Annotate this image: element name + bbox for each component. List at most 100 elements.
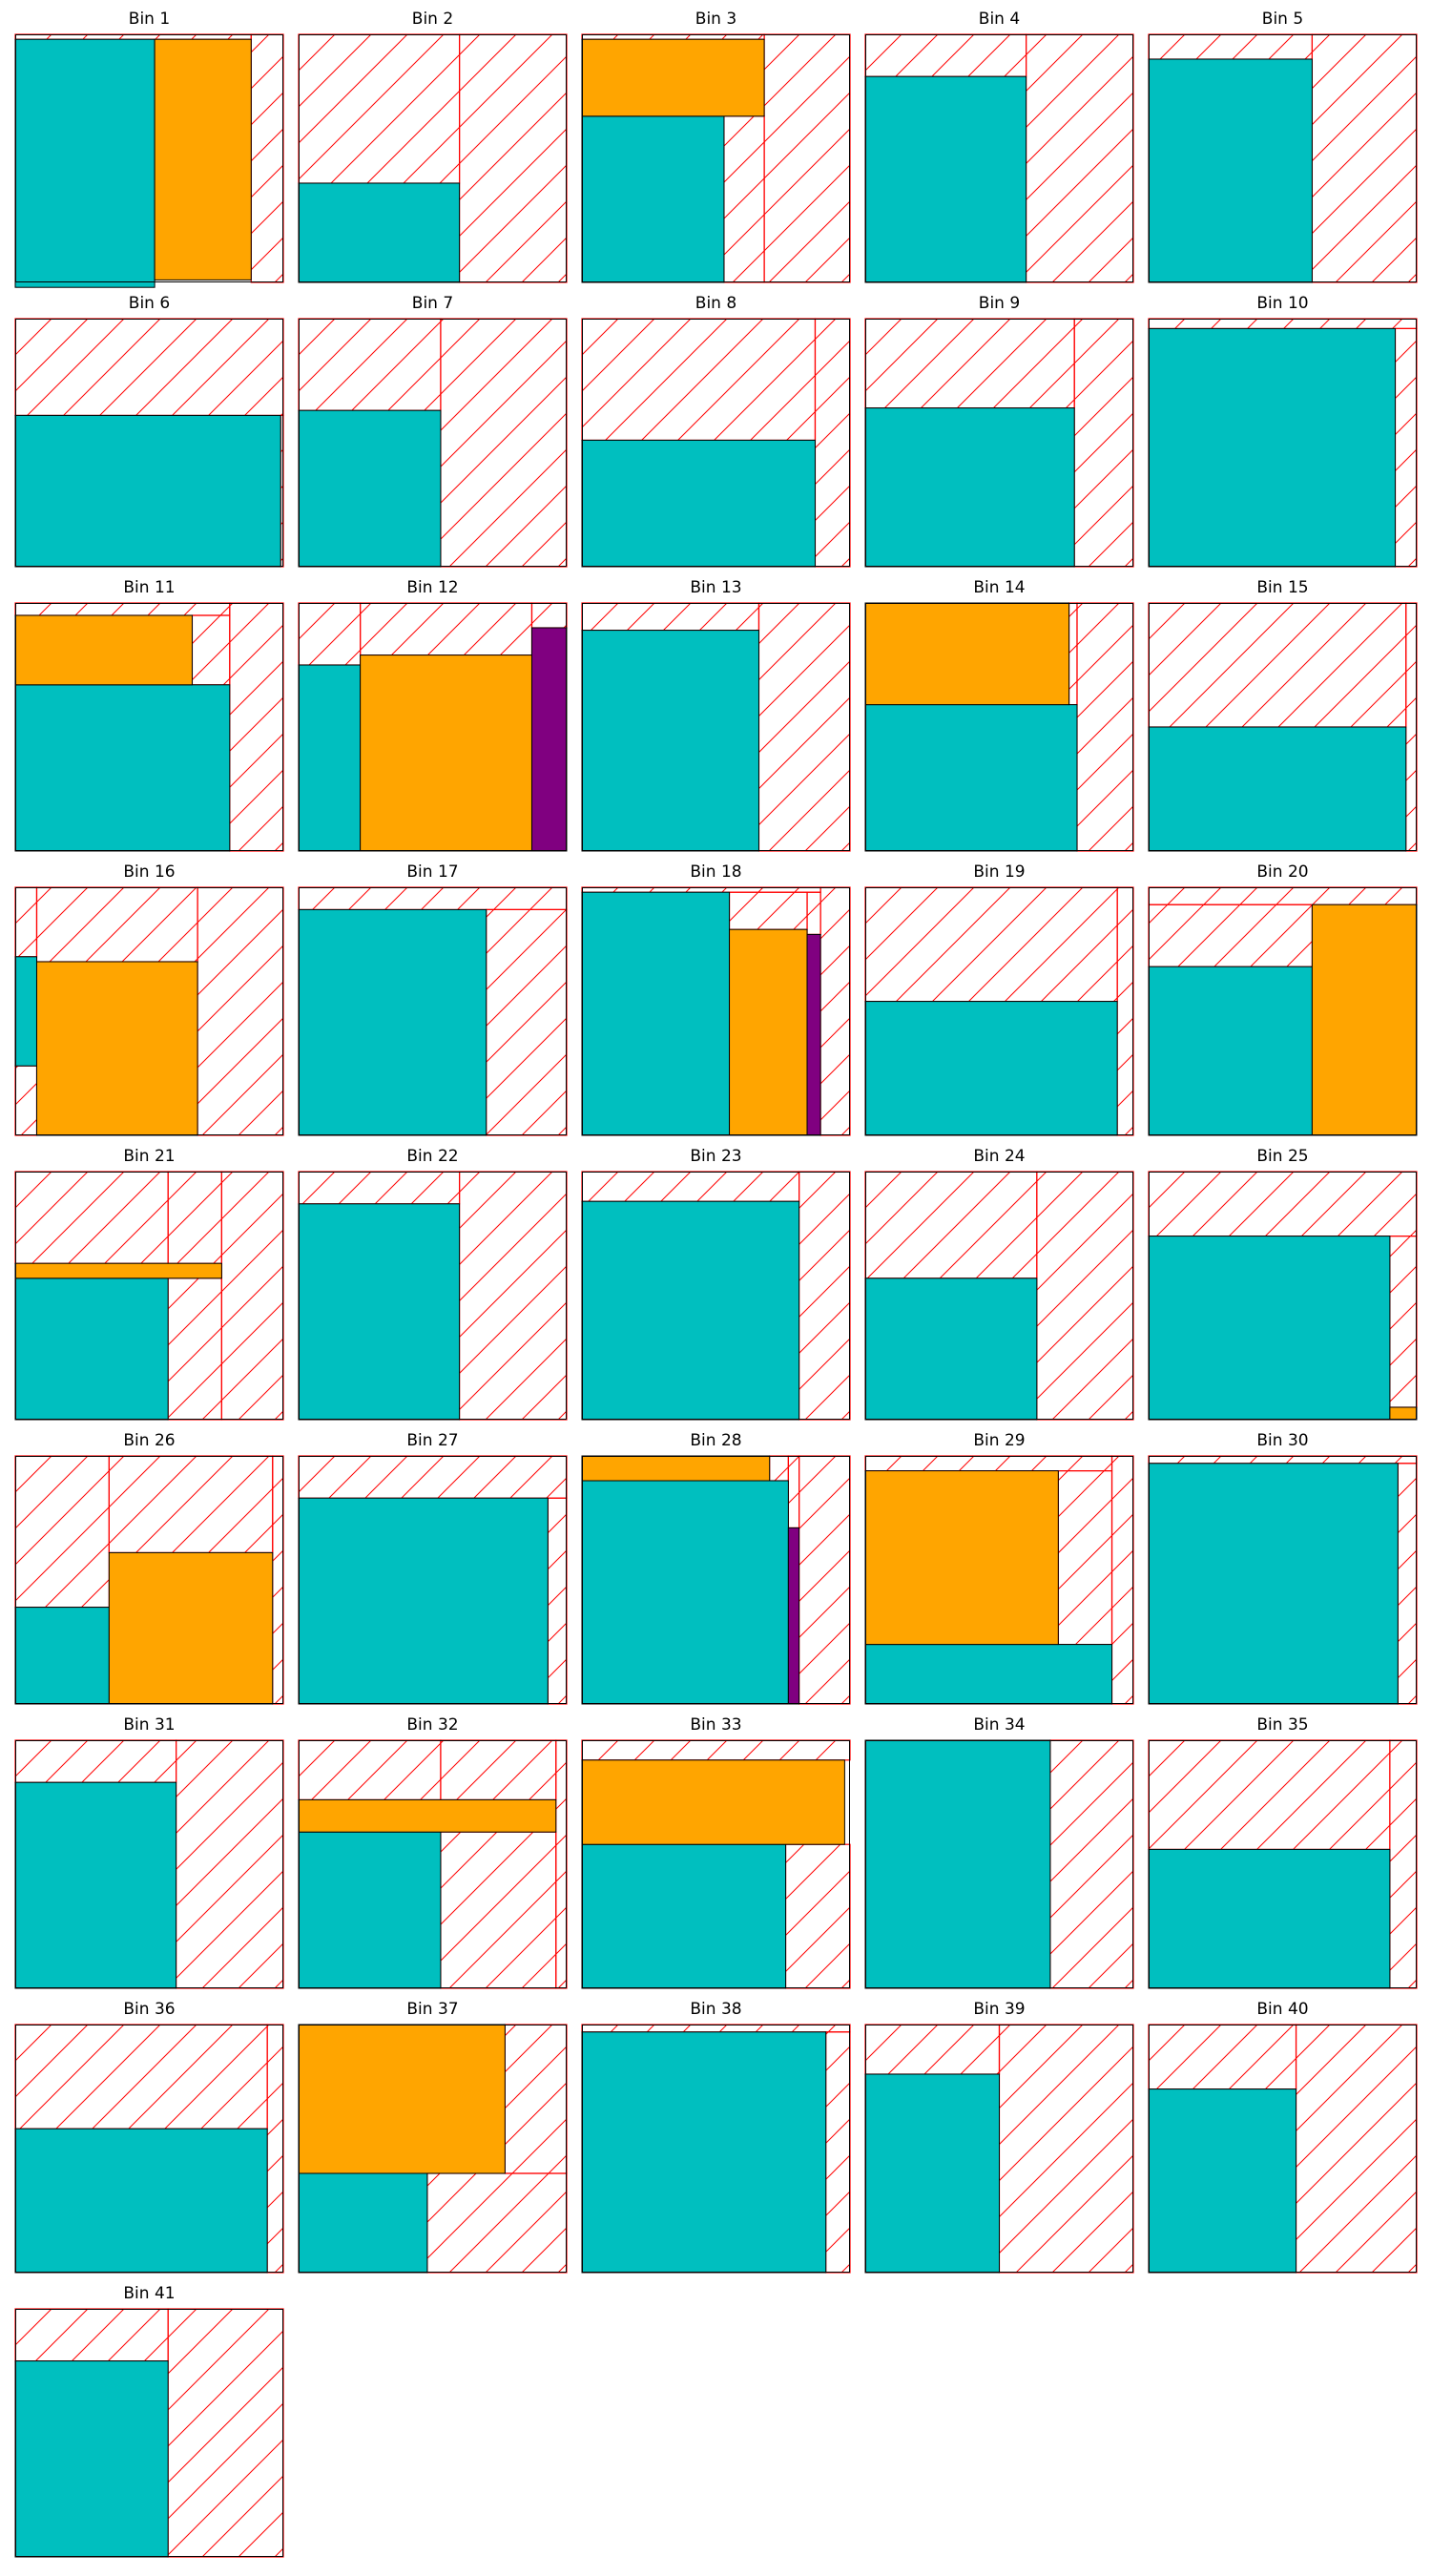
free-space-region <box>864 1455 1113 1472</box>
bin-border <box>582 603 850 851</box>
bin-title: Bin 35 <box>1256 1715 1309 1735</box>
free-space-region <box>1116 886 1134 1136</box>
free-space-region <box>581 602 760 632</box>
bin-border <box>15 603 283 851</box>
bin-title: Bin 27 <box>406 1431 459 1450</box>
free-space-region <box>1073 318 1134 568</box>
bin-border <box>865 603 1133 851</box>
bin-panel <box>14 886 284 1136</box>
free-space-region <box>1068 602 1078 706</box>
bin-panel <box>864 33 1134 283</box>
packed-item-orange <box>581 38 765 117</box>
free-space-region <box>272 1455 284 1705</box>
free-space-region <box>581 1739 851 1761</box>
free-space-region <box>1148 2024 1297 2090</box>
packed-item-cyan <box>1148 1463 1399 1705</box>
free-space-region <box>530 602 568 629</box>
bin-border <box>299 2025 567 2273</box>
packed-item-cyan <box>1148 327 1397 568</box>
packed-item-cyan <box>14 414 281 568</box>
bin-panel <box>298 886 568 1136</box>
free-space-region <box>1148 886 1418 905</box>
free-space-region <box>298 602 362 666</box>
bin-panel <box>581 1171 851 1421</box>
free-space-region <box>1148 318 1418 329</box>
packed-item-orange <box>108 1551 274 1705</box>
free-space-region <box>825 2031 851 2274</box>
free-space-region <box>360 602 533 656</box>
free-space-region <box>814 318 851 568</box>
bin-panel <box>14 602 284 852</box>
bin-title: Bin 34 <box>973 1715 1026 1735</box>
bin-border <box>1149 34 1417 282</box>
free-space-region <box>14 1739 177 1783</box>
free-space-region <box>14 1171 169 1264</box>
bin-title: Bin 28 <box>690 1431 742 1450</box>
bin-panel <box>581 2024 851 2274</box>
packed-item-cyan <box>14 1607 110 1705</box>
packed-item-cyan <box>298 182 461 283</box>
bin-border <box>15 34 283 282</box>
packed-item-cyan <box>1148 966 1313 1136</box>
bin-title: Bin 37 <box>406 2000 459 2019</box>
bin-panel <box>581 886 851 1136</box>
free-space-region <box>1148 1171 1418 1237</box>
free-space-region <box>798 1171 851 1421</box>
free-space-region <box>787 1455 800 1529</box>
free-space-region <box>14 2308 169 2362</box>
free-space-region <box>581 1171 800 1202</box>
bin-border <box>1149 1740 1417 1988</box>
packed-item-purple <box>530 627 568 852</box>
bin-title: Bin 41 <box>123 2284 176 2303</box>
bin-title: Bin 5 <box>1261 10 1304 29</box>
packed-item-cyan <box>864 2073 1000 2274</box>
free-space-region <box>1026 33 1134 283</box>
bin-panel <box>1148 886 1418 1136</box>
bin-panel <box>1148 1739 1418 1989</box>
free-space-region <box>547 1497 568 1705</box>
packed-item-cyan <box>14 2360 169 2558</box>
free-space-region <box>298 1171 461 1205</box>
packed-item-cyan <box>1148 1236 1391 1421</box>
bin-border <box>299 887 567 1135</box>
packed-item-cyan <box>864 1278 1038 1421</box>
bin-border <box>15 1740 283 1988</box>
bin-panel <box>864 1171 1134 1421</box>
free-space-region <box>1148 602 1407 728</box>
bin-panel <box>14 1455 284 1705</box>
bin-border <box>1149 603 1417 851</box>
bin-title: Bin 9 <box>978 294 1021 313</box>
free-space-region <box>440 1831 557 1989</box>
packed-item-orange <box>14 1262 222 1279</box>
free-space-region <box>459 33 568 283</box>
free-space-region <box>426 2172 568 2274</box>
free-space-region <box>1110 1455 1134 1705</box>
bin-border <box>15 887 283 1135</box>
packed-item-cyan <box>14 684 231 852</box>
free-space-region <box>864 1171 1038 1279</box>
packed-item-cyan <box>298 664 362 852</box>
bin-panel <box>298 1739 568 1989</box>
bin-border <box>1149 2025 1417 2273</box>
bin-panel <box>1148 1455 1418 1705</box>
bin-border <box>1149 887 1417 1135</box>
packed-item-orange <box>298 1798 557 1833</box>
packed-item-cyan <box>581 891 731 1136</box>
free-space-region <box>581 318 817 442</box>
free-space-region <box>1389 1739 1418 1989</box>
bin-border <box>865 319 1133 567</box>
packed-item-cyan <box>581 1480 789 1705</box>
bin-title: Bin 1 <box>128 10 171 29</box>
packed-item-cyan <box>581 2031 827 2274</box>
free-space-region <box>1057 1470 1113 1646</box>
bin-border <box>865 34 1133 282</box>
bin-panel <box>298 2024 568 2274</box>
bin-title: Bin 7 <box>411 294 454 313</box>
free-space-region <box>1311 33 1418 283</box>
bin-title: Bin 30 <box>1256 1431 1309 1450</box>
free-space-region <box>504 2024 568 2174</box>
packed-item-orange <box>581 1759 845 1845</box>
free-space-region <box>459 1171 568 1421</box>
bin-panel <box>864 2024 1134 2274</box>
